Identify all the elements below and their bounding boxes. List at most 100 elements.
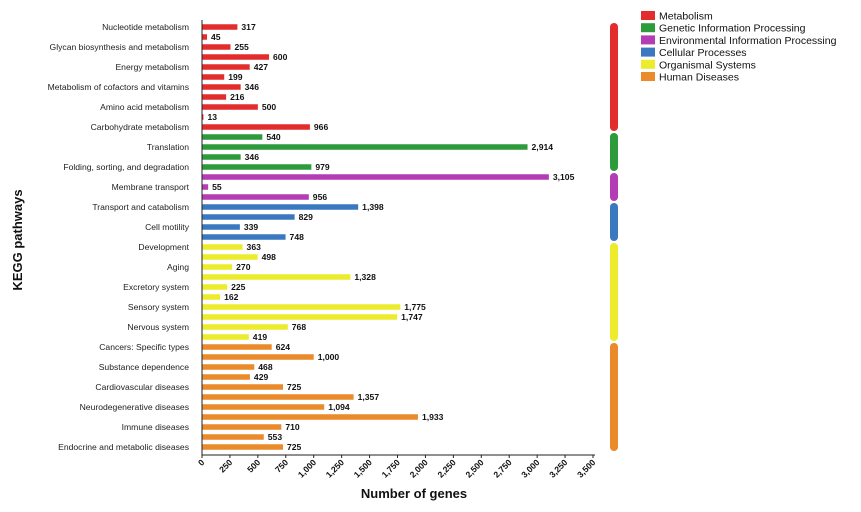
x-tick-label: 1,000 <box>296 457 318 479</box>
bar <box>202 144 528 150</box>
bar <box>202 214 295 220</box>
category-label: Nervous system <box>127 322 189 332</box>
bar <box>202 34 208 40</box>
legend-swatch <box>641 11 655 20</box>
value-label: 270 <box>236 262 251 272</box>
value-label: 1,328 <box>354 272 376 282</box>
x-tick-label: 2,000 <box>408 457 430 479</box>
bar <box>202 124 310 130</box>
category-label: Transport and catabolism <box>92 202 189 212</box>
value-label: 1,775 <box>404 302 426 312</box>
value-label: 216 <box>230 92 245 102</box>
category-label: Substance dependence <box>99 362 190 372</box>
bar <box>202 224 240 230</box>
group-indicator <box>610 173 618 201</box>
bar <box>202 364 255 370</box>
value-label: 1,398 <box>362 202 384 212</box>
bars-layer <box>202 24 549 450</box>
value-label: 55 <box>212 182 222 192</box>
value-label: 346 <box>245 82 260 92</box>
x-tick-label: 2,750 <box>491 457 513 479</box>
x-tick-label: 500 <box>245 457 262 474</box>
value-label: 3,105 <box>553 172 575 182</box>
value-label: 600 <box>273 52 288 62</box>
bar <box>202 274 351 280</box>
bar <box>202 204 359 210</box>
value-label: 710 <box>285 422 300 432</box>
bar <box>202 184 209 190</box>
bar <box>202 324 288 330</box>
legend-swatch <box>641 47 655 57</box>
value-label: 13 <box>207 112 217 122</box>
bar <box>202 444 283 450</box>
value-label: 979 <box>315 162 330 172</box>
bar <box>202 414 418 420</box>
value-label: 1,357 <box>358 392 380 402</box>
category-label: Glycan biosynthesis and metabolism <box>50 42 189 52</box>
bar <box>202 104 258 110</box>
x-tick-label: 3,000 <box>519 457 541 479</box>
x-tick-label: 2,250 <box>435 457 457 479</box>
bar <box>202 244 243 250</box>
category-label: Endocrine and metabolic diseases <box>58 442 189 452</box>
legend-swatch <box>641 72 655 81</box>
value-label: 1,933 <box>422 412 444 422</box>
x-tick-label: 1,250 <box>324 457 346 479</box>
bar <box>202 194 309 200</box>
legend-label: Environmental Information Processing <box>659 35 837 47</box>
category-label: Neurodegenerative diseases <box>80 402 189 412</box>
category-label: Amino acid metabolism <box>100 102 189 112</box>
category-label: Excretory system <box>123 282 189 292</box>
bar <box>202 374 250 380</box>
legend-label: Cellular Processes <box>659 47 747 59</box>
value-label: 768 <box>292 322 307 332</box>
bar <box>202 394 354 400</box>
bar <box>202 154 241 160</box>
value-label: 1,094 <box>328 402 350 412</box>
value-label: 540 <box>266 132 281 142</box>
value-label: 199 <box>228 72 243 82</box>
legend-label: Metabolism <box>659 11 713 23</box>
y-axis-title: KEGG pathways <box>10 189 25 290</box>
x-tick-label: 1,500 <box>352 457 374 479</box>
x-tick-label: 1,750 <box>380 457 402 479</box>
x-tick-label: 250 <box>217 457 234 474</box>
value-label: 498 <box>262 252 277 262</box>
category-label: Immune diseases <box>122 422 189 432</box>
bar <box>202 174 549 180</box>
bar <box>202 304 401 310</box>
bar <box>202 404 325 410</box>
value-label: 427 <box>254 62 269 72</box>
legend-label: Human Diseases <box>659 72 739 84</box>
value-label: 748 <box>290 232 305 242</box>
value-label: 317 <box>241 22 256 32</box>
category-label: Energy metabolism <box>115 62 189 72</box>
group-indicator <box>610 243 618 341</box>
bar <box>202 44 231 50</box>
x-tick-label: 3,250 <box>547 457 569 479</box>
value-label: 468 <box>258 362 273 372</box>
bar <box>202 314 398 320</box>
value-label: 2,914 <box>532 142 554 152</box>
bar <box>202 114 204 120</box>
legend-swatch <box>641 23 655 33</box>
value-label: 500 <box>262 102 277 112</box>
value-label: 1,747 <box>401 312 423 322</box>
bar <box>202 264 233 270</box>
bar <box>202 284 228 290</box>
group-indicator <box>610 203 618 241</box>
category-label: Nucleotide metabolism <box>102 22 189 32</box>
bar <box>202 134 263 140</box>
bar <box>202 384 283 390</box>
category-label: Carbohydrate metabolism <box>91 122 189 132</box>
value-label: 966 <box>314 122 329 132</box>
bar <box>202 84 241 90</box>
bar <box>202 54 270 60</box>
x-tick-label: 750 <box>273 457 290 474</box>
value-label: 225 <box>231 282 246 292</box>
value-label: 624 <box>276 342 291 352</box>
bar <box>202 344 272 350</box>
bar <box>202 424 282 430</box>
category-label: Cell motility <box>145 222 190 232</box>
value-label: 725 <box>287 382 302 392</box>
